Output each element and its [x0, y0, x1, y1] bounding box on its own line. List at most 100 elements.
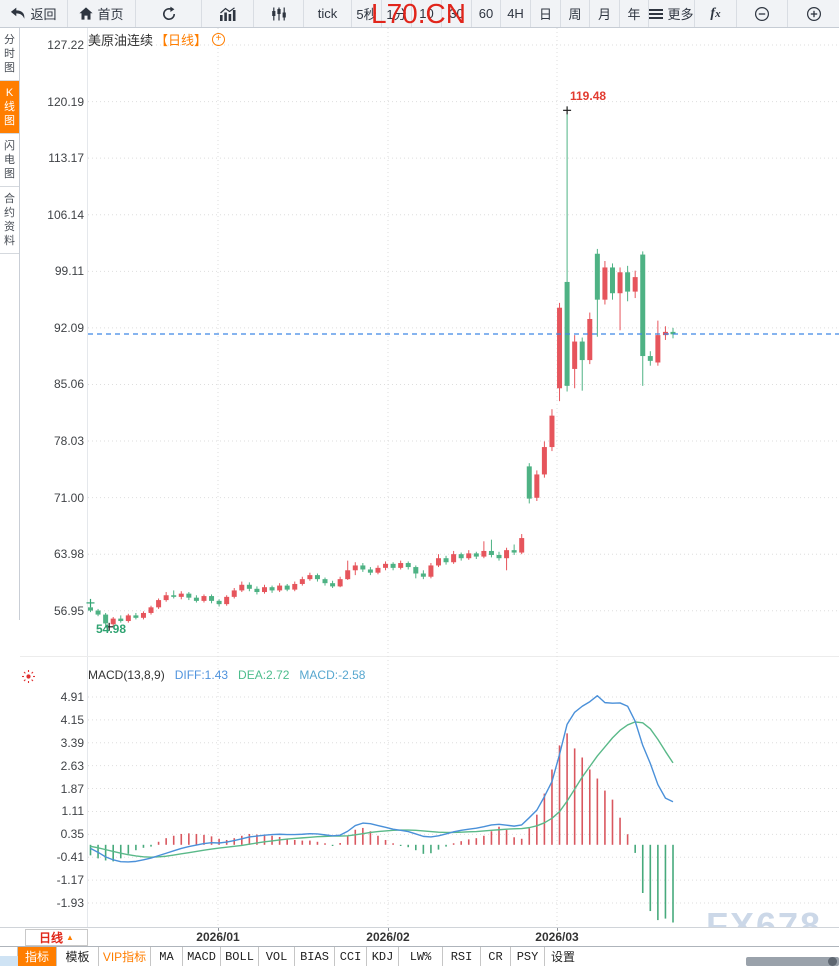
- period-year-button-label: 年: [627, 7, 641, 22]
- period-10-button-label: 10: [419, 6, 434, 21]
- period-selector[interactable]: 日线 ▲: [25, 929, 88, 946]
- triangle-up-icon: ▲: [66, 932, 74, 942]
- price-axis-label: 56.95: [53, 603, 84, 618]
- price-axis-label: 113.17: [48, 151, 84, 166]
- zoom-out-icon: [753, 5, 771, 23]
- horizontal-scrollbar[interactable]: [746, 957, 839, 966]
- indicator-tab-BIAS[interactable]: BIAS: [295, 947, 335, 966]
- price-axis-label: 71.00: [53, 490, 84, 505]
- indicator-tab-VOL[interactable]: VOL: [259, 947, 295, 966]
- period-10-button[interactable]: 10: [412, 0, 442, 27]
- macd-diff-value: DIFF:1.43: [174, 668, 229, 682]
- indicator-tab-设置[interactable]: 设置: [545, 947, 581, 966]
- month-label: 2026/01: [196, 930, 240, 944]
- chart-title: 美原油连续 【日线】 +: [88, 30, 226, 49]
- bar-chart-button[interactable]: [202, 0, 254, 27]
- indicator-tab-CR[interactable]: CR: [481, 947, 511, 966]
- indicator-tab-MA[interactable]: MA: [151, 947, 183, 966]
- period-4h-button-label: 4H: [507, 6, 524, 21]
- period-week-button[interactable]: 周: [561, 0, 590, 27]
- period-week-button-label: 周: [568, 7, 582, 22]
- period-day-button-label: 日: [538, 7, 552, 22]
- period-5s-button[interactable]: 5秒: [352, 0, 382, 27]
- candlestick-icon: [271, 7, 287, 21]
- macd-dea-value: DEA:2.72: [238, 668, 290, 682]
- instrument-name: 美原油连续: [88, 33, 154, 48]
- period-1m-button[interactable]: 1分: [382, 0, 412, 27]
- price-axis-label: 106.14: [47, 207, 84, 222]
- macd-axis-label: 3.39: [60, 735, 84, 750]
- sidebar-tab-1[interactable]: 分时图: [0, 28, 19, 81]
- period-30-button[interactable]: 30: [442, 0, 472, 27]
- period-60-button[interactable]: 60: [472, 0, 501, 27]
- menu-icon: [649, 8, 664, 20]
- indicator-tab-RSI[interactable]: RSI: [443, 947, 481, 966]
- price-axis-label: 127.22: [47, 38, 84, 52]
- period-tag: 【日线】: [155, 33, 208, 48]
- indicator-tab-PSY[interactable]: PSY: [511, 947, 545, 966]
- period-month-button[interactable]: 月: [590, 0, 620, 27]
- indicator-tab-BOLL[interactable]: BOLL: [221, 947, 259, 966]
- macd-axis-label: 4.15: [60, 712, 84, 727]
- home-button[interactable]: 首页: [68, 0, 136, 27]
- indicator-tab-模板[interactable]: 模板: [57, 947, 99, 966]
- price-axis-label: 85.06: [53, 377, 84, 392]
- month-label: 2026/02: [366, 930, 410, 944]
- brightness-icon[interactable]: [21, 669, 36, 689]
- macd-hist-value: MACD:-2.58: [299, 668, 366, 682]
- more-button[interactable]: 更多: [649, 0, 695, 27]
- month-label: 2026/03: [535, 930, 579, 944]
- indicator-tab-MACD[interactable]: MACD: [183, 947, 221, 966]
- period-day-button[interactable]: 日: [531, 0, 561, 27]
- macd-axis-label: -1.17: [56, 873, 84, 888]
- indicator-tab-CCI[interactable]: CCI: [335, 947, 367, 966]
- more-button-label: 更多: [667, 7, 694, 22]
- zoom-out-button[interactable]: [737, 0, 788, 27]
- macd-axis-label: 1.11: [61, 804, 84, 819]
- zoom-in-icon: [805, 5, 823, 23]
- indicator-fx-button[interactable]: fx: [695, 0, 737, 27]
- refresh-icon: [161, 6, 177, 22]
- home-icon: [79, 7, 94, 20]
- period-30-button-label: 30: [449, 6, 464, 21]
- candlestick-chart-button[interactable]: [254, 0, 304, 27]
- zoom-in-button[interactable]: [788, 0, 839, 27]
- period-5s-button-label: 5秒: [356, 7, 377, 22]
- indicator-tab-VIP指标[interactable]: VIP指标: [99, 947, 151, 966]
- price-axis-label: 120.19: [47, 94, 84, 109]
- indicator-tab-LW%[interactable]: LW%: [399, 947, 443, 966]
- period-selector-label: 日线: [39, 930, 64, 945]
- indicator-tab-KDJ[interactable]: KDJ: [367, 947, 399, 966]
- price-axis-label: 99.11: [54, 264, 84, 279]
- month-tick: [557, 928, 558, 931]
- sidebar-tab-4[interactable]: 合约资料: [0, 187, 19, 254]
- add-compare-icon[interactable]: +: [212, 33, 226, 46]
- month-tick: [388, 928, 389, 931]
- macd-axis-label: -1.93: [56, 896, 84, 910]
- indicator-tab-指标[interactable]: 指标: [18, 947, 57, 966]
- macd-axis-label: 2.63: [60, 758, 84, 773]
- macd-header: MACD(13,8,9) DIFF:1.43 DEA:2.72 MACD:-2.…: [88, 668, 365, 682]
- fx-icon: fx: [710, 6, 721, 21]
- macd-axis-label: -0.41: [56, 850, 84, 865]
- bar-chart-icon: [219, 6, 236, 21]
- macd-params-label: MACD(13,8,9): [88, 668, 165, 682]
- period-year-button[interactable]: 年: [620, 0, 649, 27]
- period-tick-button-label: tick: [317, 6, 338, 21]
- back-button[interactable]: 返回: [0, 0, 68, 27]
- refresh-button[interactable]: [136, 0, 202, 27]
- sidebar-tab-3[interactable]: 闪电图: [0, 134, 19, 187]
- toolbar: 返回 首页 tick 5秒 1分 10 30 60 4H 日 周月 年 更多 fx: [0, 0, 839, 28]
- month-tick: [218, 928, 219, 931]
- price-axis-label: 92.09: [53, 320, 84, 335]
- macd-axis-label: 1.87: [60, 781, 84, 796]
- period-4h-button[interactable]: 4H: [501, 0, 531, 27]
- price-axis-label: 63.98: [53, 547, 84, 562]
- period-tick-button[interactable]: tick: [304, 0, 352, 27]
- period-1m-button-label: 1分: [386, 7, 407, 22]
- home-button-label: 首页: [97, 7, 124, 22]
